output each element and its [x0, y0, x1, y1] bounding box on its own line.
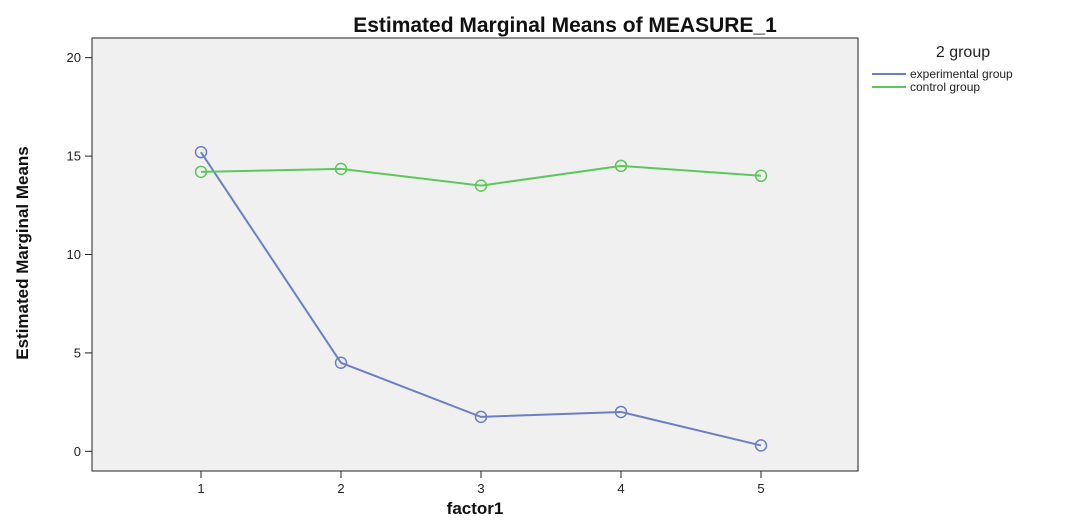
series-line	[200, 164, 762, 187]
y-axis-title: Estimated Marginal Means	[13, 146, 32, 360]
data-point	[614, 159, 628, 173]
x-axis-title: factor1	[447, 499, 504, 518]
x-tick-label: 1	[197, 481, 204, 496]
y-tick-label: 5	[74, 345, 81, 360]
series-line	[200, 151, 762, 447]
x-tick-label: 5	[757, 481, 764, 496]
data-point	[194, 165, 208, 179]
data-point	[194, 145, 208, 159]
x-axis: 1 2 3 4 5	[197, 471, 765, 496]
data-point	[754, 439, 768, 452]
data-point	[474, 179, 488, 192]
x-tick-label: 3	[477, 481, 484, 496]
data-point	[334, 162, 348, 176]
series-0	[194, 145, 768, 452]
x-tick-label: 2	[337, 481, 344, 496]
y-tick-label: 0	[74, 444, 81, 459]
data-point	[334, 356, 348, 369]
y-axis: 0 5 10 15 20	[67, 50, 92, 459]
y-tick-label: 15	[67, 149, 81, 164]
data-point	[474, 410, 488, 424]
series-layer	[194, 145, 768, 452]
data-point	[614, 405, 628, 419]
y-tick-label: 10	[67, 247, 81, 262]
chart-title: Estimated Marginal Means of MEASURE_1	[353, 14, 777, 37]
legend-label: control group	[910, 80, 980, 94]
legend-title: 2 group	[936, 44, 990, 61]
series-1	[194, 159, 768, 192]
legend-label: experimental group	[910, 67, 1013, 81]
data-point	[754, 169, 768, 183]
x-tick-label: 4	[617, 481, 624, 496]
y-tick-label: 20	[67, 50, 81, 65]
plot-area	[91, 37, 859, 472]
